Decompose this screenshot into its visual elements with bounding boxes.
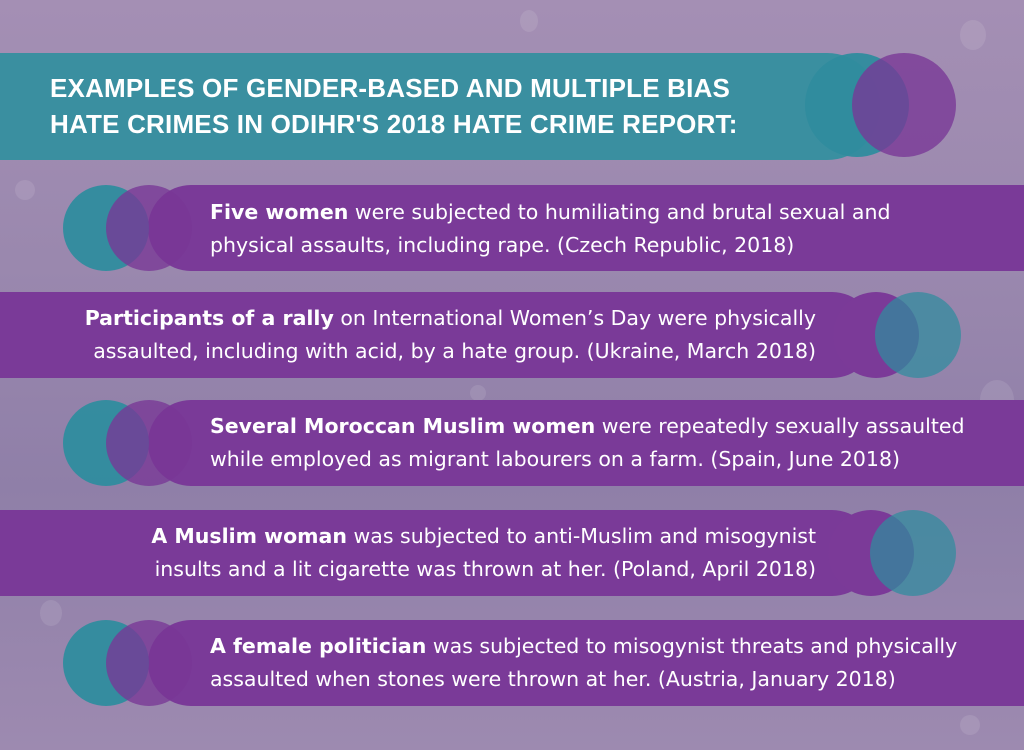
item-band <box>0 292 875 378</box>
item-text: on International Women’s Day were physic… <box>333 306 816 330</box>
header-circle-purple-icon <box>852 53 956 157</box>
background-droplet <box>15 180 35 200</box>
list-item: A Muslim woman was subjected to anti-Mus… <box>151 520 816 586</box>
item-text: insults and a lit cigarette was thrown a… <box>154 557 816 581</box>
circle-teal-icon <box>870 510 956 596</box>
circle-purple-icon <box>106 400 192 486</box>
circle-purple-icon <box>106 185 192 271</box>
list-item: Several Moroccan Muslim women were repea… <box>210 410 965 476</box>
item-band <box>148 620 1024 706</box>
item-text: was subjected to misogynist threats and … <box>426 634 958 658</box>
page-title: EXAMPLES OF GENDER-BASED AND MULTIPLE BI… <box>50 70 840 142</box>
item-highlight: Participants of a rally <box>84 306 334 330</box>
header-band <box>0 53 880 160</box>
item-text: was subjected to anti-Muslim and misogyn… <box>346 524 816 548</box>
background-droplet <box>40 600 62 626</box>
item-highlight: Several Moroccan Muslim women <box>210 414 596 438</box>
page-title-line-2: HATE CRIMES IN ODIHR'S 2018 HATE CRIME R… <box>50 109 738 139</box>
item-text: were repeatedly sexually assaulted <box>595 414 965 438</box>
circle-teal-icon <box>875 292 961 378</box>
background-droplet <box>960 715 980 735</box>
item-text: while employed as migrant labourers on a… <box>210 447 900 471</box>
circle-purple-icon <box>106 620 192 706</box>
item-band <box>148 185 1024 271</box>
list-item: Five women were subjected to humiliating… <box>210 196 890 262</box>
list-item: Participants of a rally on International… <box>85 302 816 368</box>
background-droplet <box>470 385 486 401</box>
item-text: were subjected to humiliating and brutal… <box>348 200 891 224</box>
item-text: physical assaults, including rape. (Czec… <box>210 233 795 257</box>
item-highlight: A female politician <box>210 634 427 658</box>
item-band <box>148 400 1024 486</box>
list-item: A female politician was subjected to mis… <box>210 630 957 696</box>
page-title-line-1: EXAMPLES OF GENDER-BASED AND MULTIPLE BI… <box>50 73 731 103</box>
background-droplet <box>520 10 538 32</box>
item-highlight: A Muslim woman <box>151 524 347 548</box>
item-band <box>0 510 875 596</box>
item-text: assaulted, including with acid, by a hat… <box>93 339 816 363</box>
item-text: assaulted when stones were thrown at her… <box>210 667 896 691</box>
background-droplet <box>960 20 986 50</box>
item-highlight: Five women <box>210 200 349 224</box>
